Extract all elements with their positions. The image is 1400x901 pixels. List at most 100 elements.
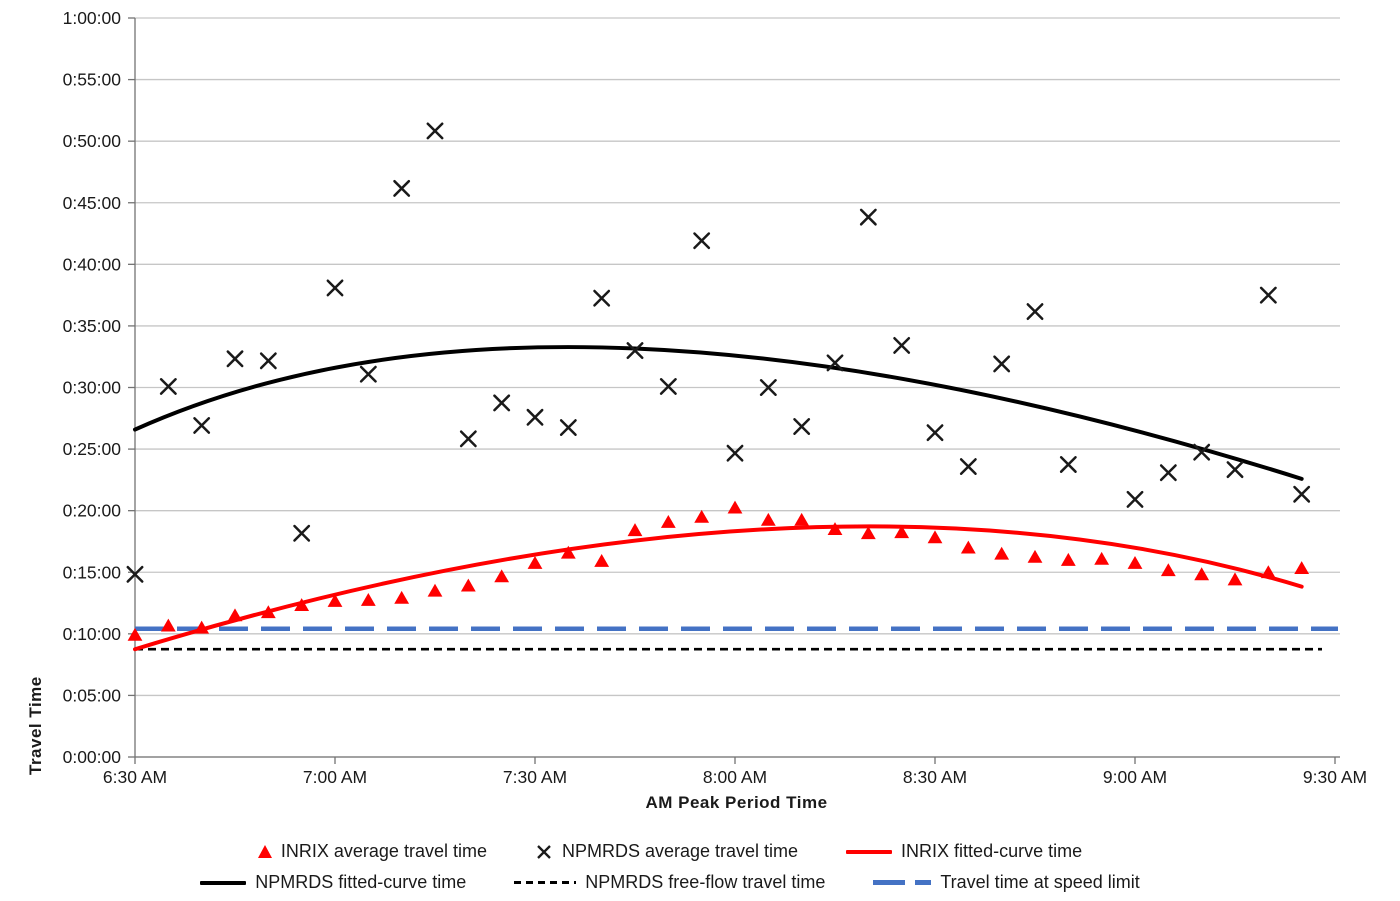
dashed-line-marker-icon — [514, 881, 577, 884]
scatter-point-inrix — [927, 530, 943, 544]
scatter-point-inrix — [1227, 572, 1243, 586]
scatter-point-npmrds — [693, 232, 711, 250]
scatter-point-npmrds — [526, 408, 544, 426]
scatter-point-npmrds — [926, 424, 944, 442]
scatter-point-npmrds — [593, 289, 611, 307]
scatter-point-inrix — [1194, 567, 1210, 581]
scatter-point-npmrds — [826, 354, 844, 372]
scatter-point-inrix — [660, 514, 676, 528]
scatter-point-npmrds — [226, 350, 244, 368]
scatter-point-npmrds — [259, 352, 277, 370]
y-tick-label: 0:45:00 — [63, 193, 122, 213]
x-tick-label: 7:30 AM — [503, 767, 567, 787]
x-tick-label: 8:00 AM — [703, 767, 767, 787]
scatter-point-inrix — [527, 556, 543, 569]
scatter-point-inrix — [560, 545, 576, 559]
x-tick-label: 7:00 AM — [303, 767, 367, 787]
scatter-point-npmrds — [793, 418, 811, 435]
line-marker-icon — [846, 849, 893, 854]
triangle-marker-icon — [257, 845, 272, 858]
scatter-point-inrix — [460, 578, 476, 592]
legend-label: NPMRDS free-flow travel time — [585, 872, 826, 892]
scatter-point-npmrds — [659, 378, 677, 395]
scatter-point-inrix — [627, 523, 643, 537]
scatter-point-npmrds — [1293, 485, 1311, 503]
legend-item: INRIX average travel time — [257, 841, 487, 862]
legend-item: NPMRDS free-flow travel time — [514, 872, 825, 893]
legend-item: Travel time at speed limit — [873, 872, 1140, 893]
scatter-point-inrix — [694, 509, 710, 523]
scatter-point-npmrds — [493, 394, 511, 412]
scatter-point-npmrds — [159, 378, 177, 395]
y-tick-label: 0:00:00 — [63, 747, 122, 767]
scatter-point-npmrds — [1026, 303, 1044, 320]
y-tick-label: 0:55:00 — [63, 70, 122, 90]
scatter-point-npmrds — [1126, 490, 1144, 508]
scatter-point-inrix — [794, 512, 810, 526]
scatter-point-inrix — [860, 526, 876, 540]
scatter-point-npmrds — [959, 458, 977, 475]
line-marker-icon — [200, 880, 247, 885]
y-tick-label: 0:50:00 — [63, 131, 122, 151]
scatter-point-npmrds — [726, 444, 744, 462]
y-tick-label: 0:10:00 — [63, 624, 122, 644]
scatter-point-inrix — [760, 512, 776, 526]
y-axis-title: Travel Time — [26, 676, 45, 775]
scatter-point-inrix — [394, 590, 410, 604]
scatter-point-inrix — [194, 620, 210, 634]
scatter-point-inrix — [594, 553, 610, 567]
y-tick-label: 0:25:00 — [63, 439, 122, 459]
fitted-curve-inrix — [133, 524, 1304, 652]
scatter-point-npmrds — [1193, 443, 1211, 461]
legend: INRIX average travel time NPMRDS average … — [0, 836, 1370, 898]
y-tick-label: 0:15:00 — [63, 562, 122, 582]
x-tick-label: 9:30 AM — [1303, 767, 1367, 787]
plot-area: 0:00:00 0:05:00 0:10:00 0:15:00 0:20:00 0:25:… — [63, 8, 1368, 787]
legend-item: INRIX fitted-curve time — [846, 841, 1082, 862]
scatter-point-inrix — [260, 605, 276, 619]
legend-label: INRIX average travel time — [280, 841, 487, 861]
scatter-point-npmrds — [893, 336, 911, 354]
legend-item: NPMRDS average travel time — [535, 841, 798, 862]
legend-item: NPMRDS fitted-curve time — [200, 872, 466, 893]
y-tick-label: 0:40:00 — [63, 254, 122, 274]
scatter-point-inrix — [494, 569, 510, 583]
scatter-point-inrix — [1294, 561, 1310, 575]
scatter-point-inrix — [360, 592, 376, 606]
x-axis-title: AM Peak Period Time — [645, 793, 828, 812]
fitted-curve-npmrds — [133, 345, 1304, 481]
x-tick-label: 9:00 AM — [1103, 767, 1167, 787]
legend-label: Travel time at speed limit — [940, 872, 1140, 892]
scatter-point-npmrds — [293, 524, 311, 542]
legend-row: INRIX average travel time NPMRDS average … — [0, 836, 1370, 867]
scatter-point-npmrds — [759, 379, 777, 396]
scatter-point-inrix — [1094, 551, 1110, 565]
x-tick-label: 6:30 AM — [103, 767, 167, 787]
scatter-point-inrix — [227, 608, 243, 622]
scatter-point-npmrds — [193, 417, 211, 434]
legend-label: NPMRDS fitted-curve time — [255, 872, 467, 892]
scatter-point-inrix — [1060, 552, 1076, 566]
x-tick-label: 8:30 AM — [903, 767, 967, 787]
scatter-point-inrix — [1027, 549, 1043, 563]
scatter-point-inrix — [1260, 565, 1276, 579]
scatter-point-npmrds — [1226, 461, 1244, 479]
scatter-point-inrix — [1160, 563, 1176, 577]
legend-label: INRIX fitted-curve time — [901, 841, 1083, 861]
scatter-point-inrix — [160, 618, 176, 632]
scatter-point-npmrds — [426, 122, 444, 140]
y-tick-label: 1:00:00 — [63, 8, 122, 28]
scatter-point-npmrds — [859, 208, 877, 226]
y-tick-label: 0:35:00 — [63, 316, 122, 336]
long-dash-marker-icon — [873, 880, 932, 885]
scatter-point-inrix — [960, 540, 976, 554]
scatter-point-npmrds — [1259, 286, 1277, 304]
y-tick-label: 0:20:00 — [63, 501, 122, 521]
scatter-point-npmrds — [359, 365, 377, 383]
scatter-point-inrix — [827, 522, 843, 536]
scatter-point-npmrds — [126, 565, 144, 583]
scatter-point-inrix — [727, 500, 743, 514]
scatter-point-inrix — [294, 598, 310, 611]
scatter-point-npmrds — [459, 430, 477, 448]
